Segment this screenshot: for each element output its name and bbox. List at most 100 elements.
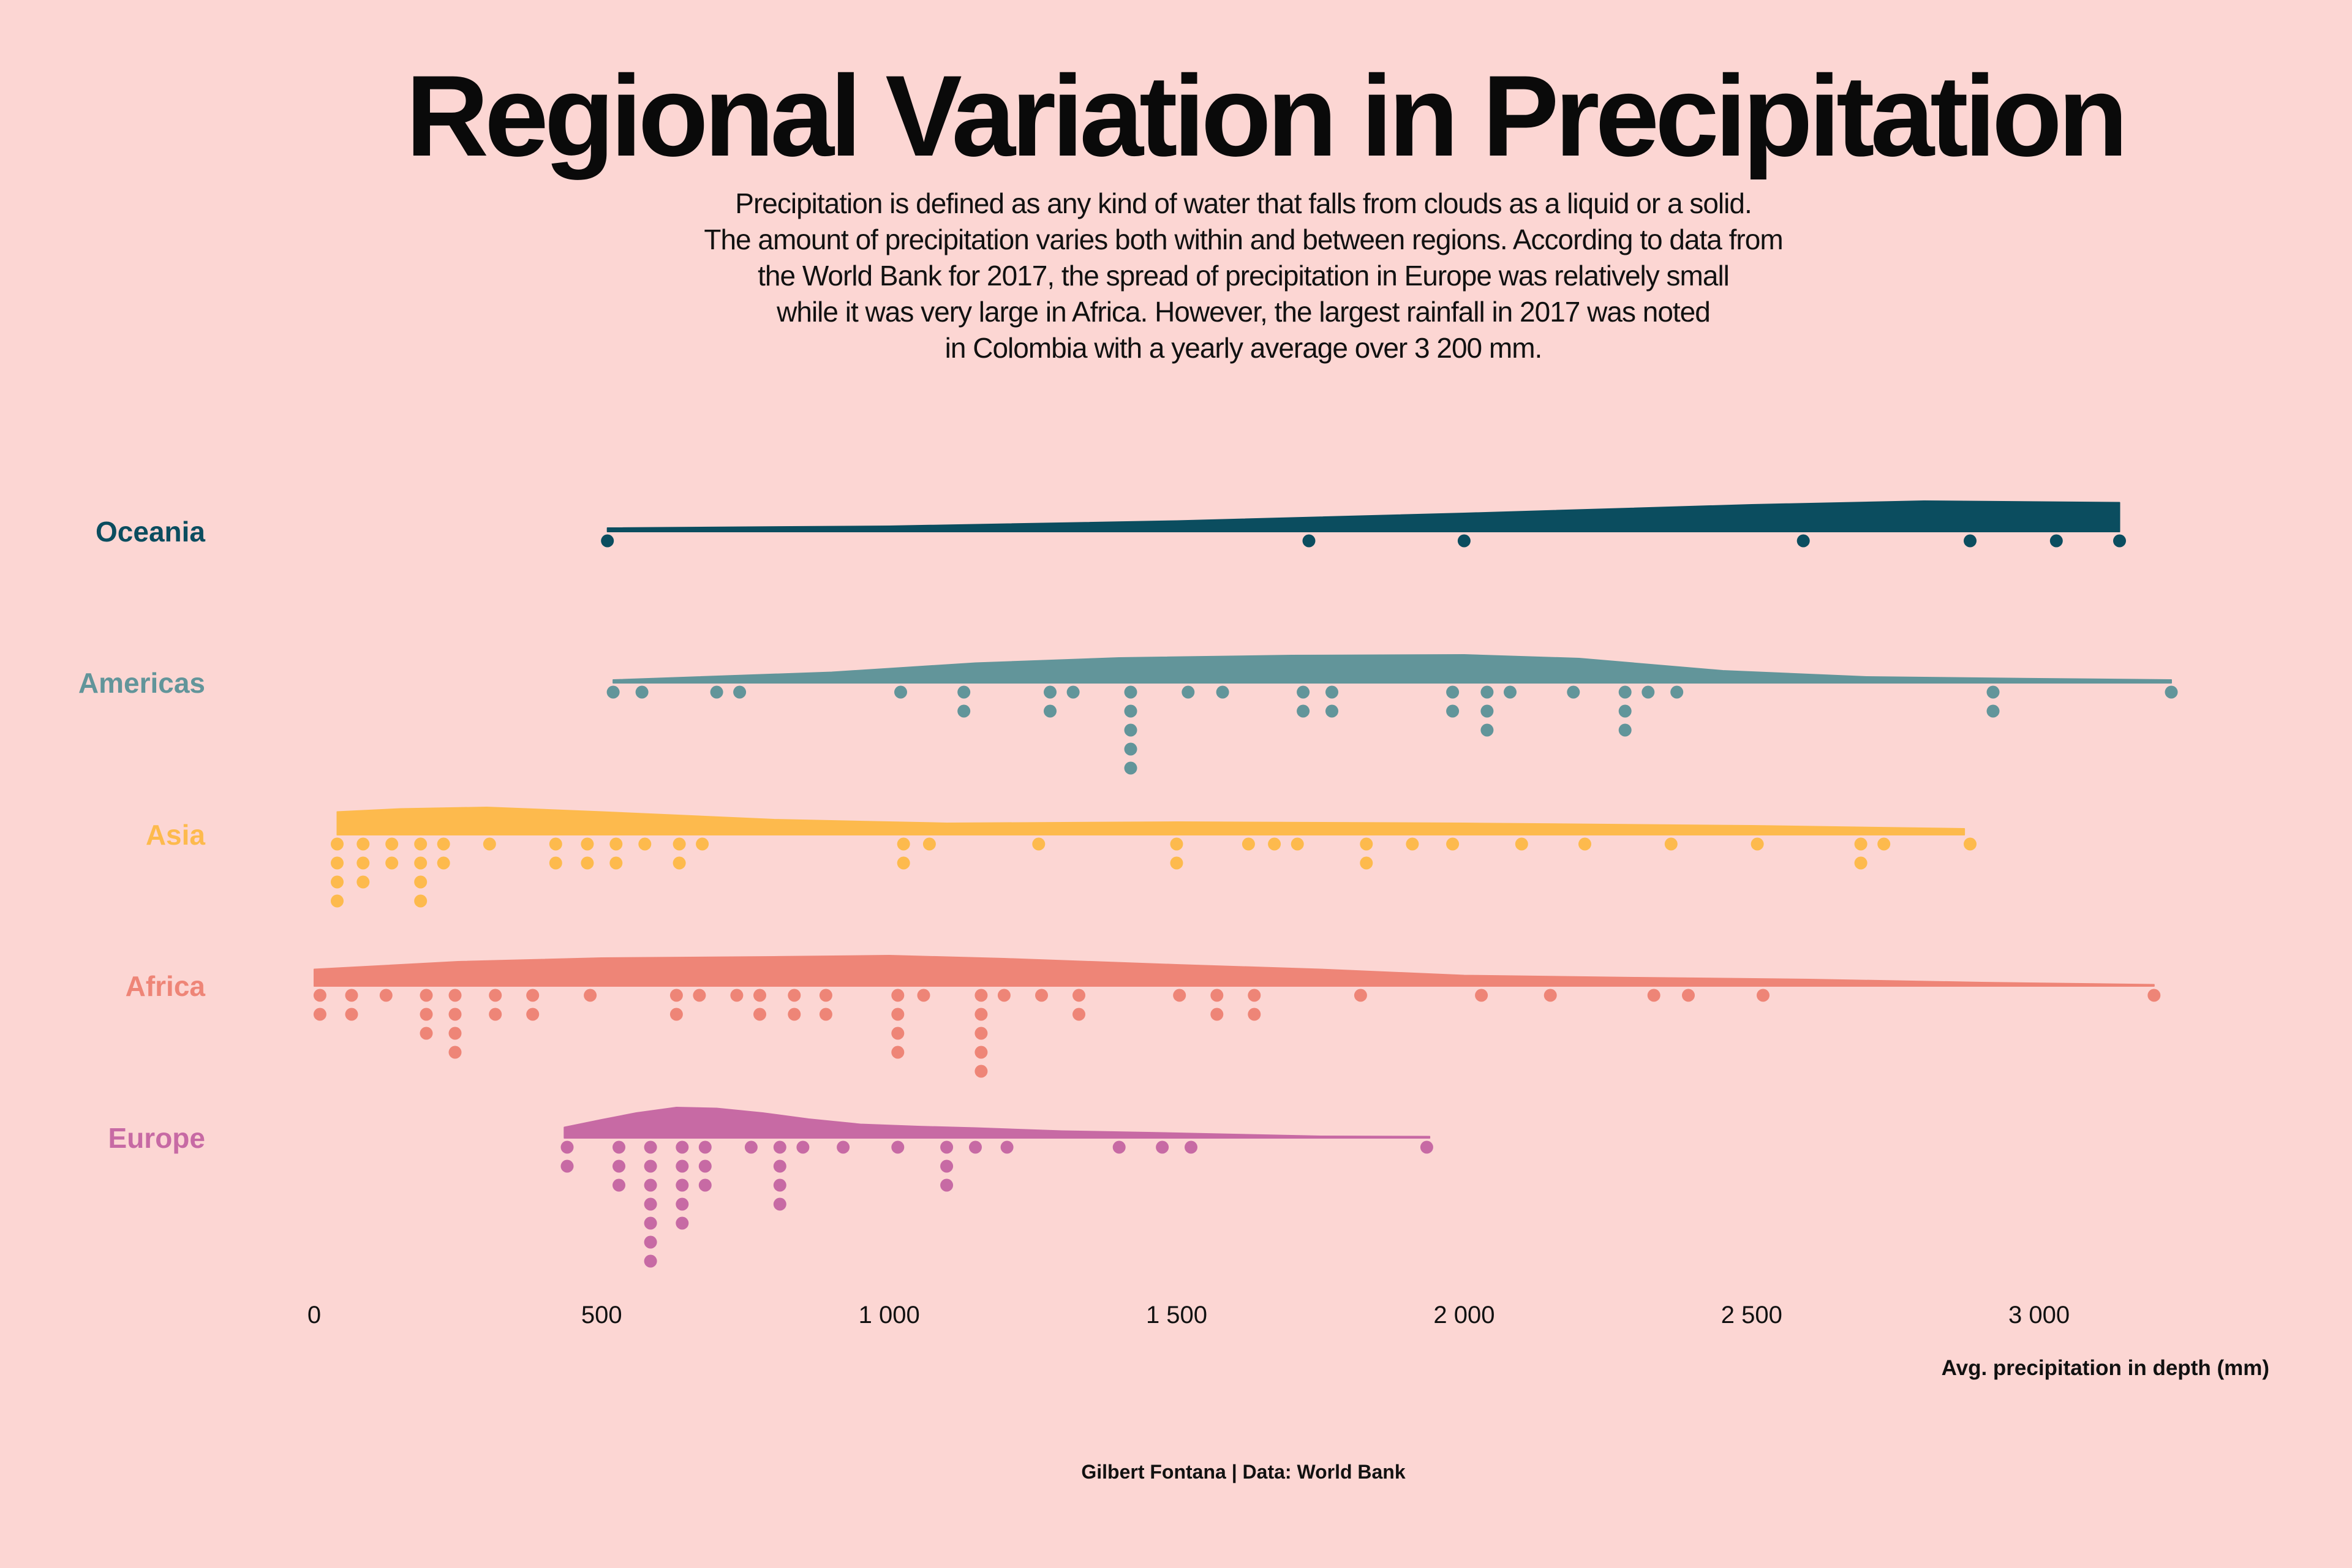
data-point-europe (698, 1178, 712, 1192)
chart-subtitle: Precipitation is defined as any kind of … (0, 186, 2352, 366)
data-point-africa (448, 1008, 462, 1021)
data-point-europe (698, 1159, 712, 1173)
data-point-africa (489, 989, 502, 1002)
data-point-europe (612, 1159, 625, 1173)
data-point-oceania (601, 534, 614, 548)
data-point-africa (669, 989, 683, 1002)
x-tick-label: 1 500 (1146, 1302, 1207, 1329)
data-point-africa (345, 989, 358, 1002)
data-point-oceania (1457, 534, 1471, 548)
data-point-africa (448, 1027, 462, 1040)
data-point-americas (957, 685, 971, 699)
data-point-americas (1986, 685, 2000, 699)
data-point-asia (1170, 837, 1183, 851)
data-point-europe (940, 1178, 954, 1192)
series-asia: Asia (146, 807, 1977, 908)
data-point-oceania (2113, 534, 2126, 548)
data-point-europe (644, 1235, 657, 1249)
data-point-asia (331, 837, 344, 851)
x-axis-title: Avg. precipitation in depth (mm) (1942, 1356, 2269, 1380)
data-point-europe (676, 1178, 689, 1192)
data-point-europe (560, 1159, 574, 1173)
data-point-africa (420, 1008, 433, 1021)
data-point-africa (1757, 989, 1770, 1002)
data-point-europe (837, 1140, 850, 1154)
data-point-asia (1964, 837, 1977, 851)
data-point-africa (313, 1008, 326, 1021)
series-europe: Europe (108, 1107, 1433, 1268)
data-point-asia (1291, 837, 1304, 851)
data-point-africa (974, 1046, 988, 1059)
data-point-africa (448, 989, 462, 1002)
data-point-asia (673, 856, 686, 870)
data-point-americas (1124, 704, 1137, 718)
data-point-asia (385, 856, 399, 870)
density-cloud-africa (314, 955, 2155, 987)
subtitle-line-1: Precipitation is defined as any kind of … (735, 187, 1752, 219)
data-point-asia (609, 837, 623, 851)
data-point-africa (345, 1008, 358, 1021)
subtitle-line-4: while it was very large in Africa. Howev… (777, 296, 1711, 328)
data-point-asia (922, 837, 936, 851)
data-point-americas (1124, 723, 1137, 737)
data-point-americas (1446, 704, 1460, 718)
region-label-africa: Africa (126, 970, 206, 1002)
data-point-asia (696, 837, 709, 851)
data-point-asia (414, 875, 428, 889)
data-point-oceania (2049, 534, 2063, 548)
data-point-africa (669, 1008, 683, 1021)
data-point-americas (1446, 685, 1460, 699)
data-point-americas (1297, 685, 1310, 699)
series-oceania: Oceania (96, 500, 2126, 548)
series-africa: Africa (126, 955, 2161, 1078)
data-point-africa (1210, 989, 1224, 1002)
data-point-africa (1544, 989, 1557, 1002)
data-point-americas (1066, 685, 1080, 699)
subtitle-line-5: in Colombia with a yearly average over 3… (944, 332, 1543, 364)
data-point-europe (773, 1140, 786, 1154)
data-point-africa (526, 989, 540, 1002)
data-point-africa (1682, 989, 1695, 1002)
data-point-asia (549, 856, 562, 870)
data-point-africa (891, 1008, 905, 1021)
region-label-asia: Asia (146, 819, 206, 851)
data-point-africa (788, 989, 801, 1002)
subtitle-line-2: The amount of precipitation varies both … (704, 224, 1783, 255)
series-americas: Americas (78, 654, 2178, 775)
data-point-europe (796, 1140, 810, 1154)
data-point-asia (1406, 837, 1419, 851)
data-point-africa (819, 989, 832, 1002)
data-point-americas (1124, 761, 1137, 775)
x-tick-label: 2 500 (1721, 1302, 1782, 1329)
data-point-asia (414, 894, 428, 908)
data-point-europe (676, 1140, 689, 1154)
data-point-asia (1170, 856, 1183, 870)
data-point-africa (379, 989, 393, 1002)
data-point-africa (974, 1008, 988, 1021)
data-point-americas (1325, 685, 1338, 699)
data-point-europe (676, 1216, 689, 1230)
data-point-africa (489, 1008, 502, 1021)
data-point-africa (313, 989, 326, 1002)
data-point-africa (819, 1008, 832, 1021)
data-point-europe (1112, 1140, 1126, 1154)
data-point-europe (644, 1197, 657, 1211)
data-point-europe (744, 1140, 758, 1154)
data-point-americas (635, 685, 649, 699)
data-point-asia (897, 837, 910, 851)
data-point-americas (1618, 685, 1632, 699)
data-point-americas (1480, 685, 1494, 699)
data-point-asia (331, 856, 344, 870)
chart-title: Regional Variation in Precipitation (405, 51, 2128, 180)
data-point-europe (644, 1140, 657, 1154)
data-point-americas (1297, 704, 1310, 718)
data-point-africa (1354, 989, 1367, 1002)
data-point-asia (1360, 837, 1373, 851)
data-point-europe (773, 1197, 786, 1211)
data-point-americas (1642, 685, 1655, 699)
data-point-asia (437, 837, 450, 851)
data-point-europe (1000, 1140, 1014, 1154)
data-point-asia (1032, 837, 1046, 851)
region-label-oceania: Oceania (96, 516, 205, 548)
